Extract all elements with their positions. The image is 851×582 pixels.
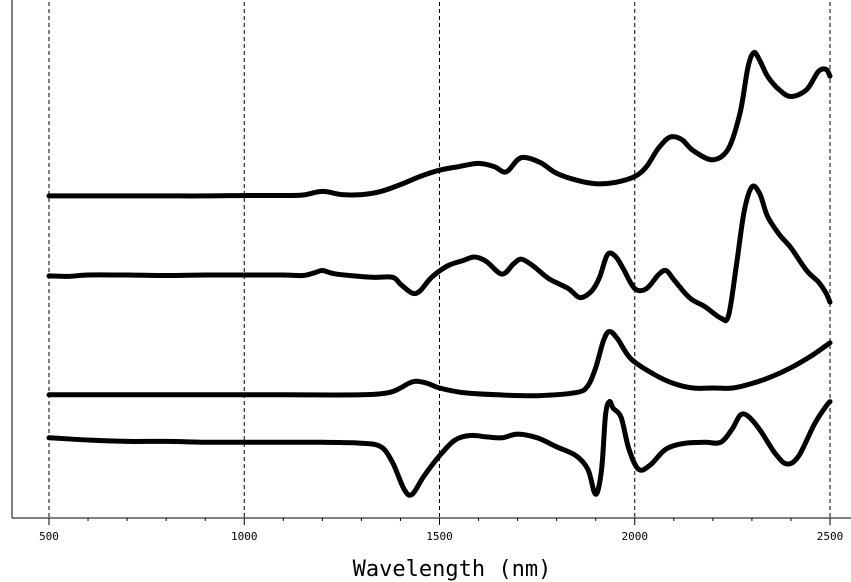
- x-tick-label-1500: 1500: [426, 530, 453, 543]
- series-line-2: [46, 183, 833, 324]
- x-tick-label-2000: 2000: [622, 530, 649, 543]
- series-line-4: [46, 398, 833, 498]
- x-ticks: 500 1000 1500 2000 2500: [39, 518, 843, 543]
- x-axis-label: Wavelength (nm): [353, 557, 552, 582]
- series-line-1: [46, 50, 833, 199]
- grid-lines: [48, 2, 831, 518]
- x-tick-label-500: 500: [39, 530, 59, 543]
- series-line-3: [46, 329, 833, 399]
- x-tick-label-2500: 2500: [817, 530, 844, 543]
- axes: [11, 0, 851, 519]
- series-group: [46, 50, 833, 498]
- x-tick-label-1000: 1000: [231, 530, 258, 543]
